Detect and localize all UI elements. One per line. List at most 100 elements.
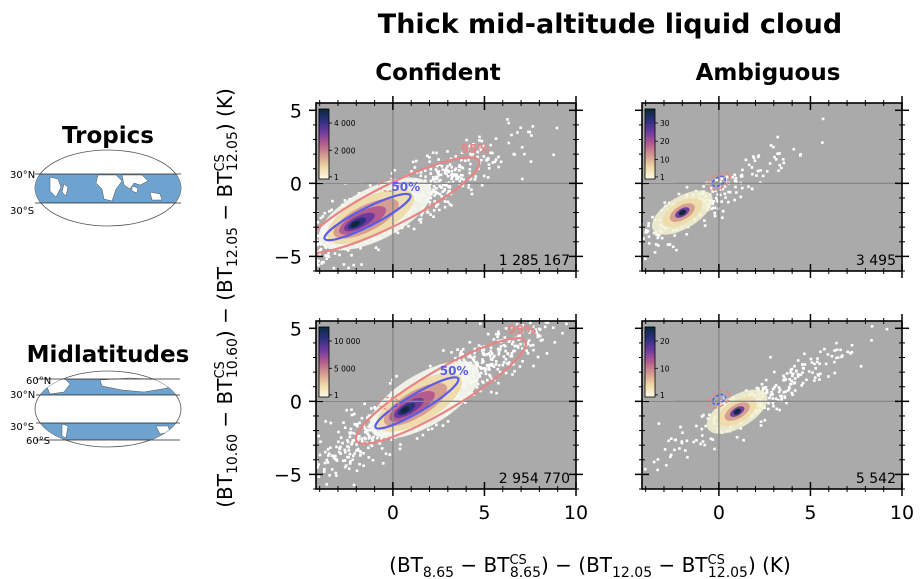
outlier-point [279, 282, 282, 285]
outlier-point [841, 354, 844, 357]
outlier-point [499, 345, 503, 348]
outlier-point [504, 327, 508, 330]
outlier-point [701, 434, 704, 437]
outlier-point [885, 327, 889, 331]
outlier-point [332, 266, 336, 270]
outlier-point [295, 279, 298, 282]
outlier-point [182, 308, 185, 311]
outlier-point [337, 430, 340, 434]
outlier-point [485, 378, 489, 382]
outlier-point [270, 288, 273, 291]
outlier-point [273, 277, 276, 280]
outlier-point [485, 364, 489, 367]
outlier-point [355, 424, 359, 428]
panel-3: 0 5 10 5 542 20 10 1 [635, 314, 914, 524]
outlier-point [466, 145, 469, 149]
outlier-point [367, 425, 370, 429]
outlier-point [792, 147, 796, 151]
outlier-point [755, 386, 759, 390]
contour-95 [354, 337, 527, 445]
outlier-point [819, 350, 822, 353]
outlier-point [480, 361, 484, 364]
outlier-point [263, 301, 266, 304]
outlier-point [686, 455, 689, 459]
outlier-point [518, 365, 522, 368]
outlier-point [667, 439, 670, 443]
outlier-point [367, 456, 371, 459]
outlier-point [478, 375, 482, 378]
outlier-point [258, 255, 261, 258]
outlier-point [663, 448, 667, 451]
outlier-point [341, 441, 344, 445]
outlier-point [352, 431, 355, 435]
colorbar-tick-label: 2 000 [334, 146, 356, 155]
outlier-point [772, 404, 775, 408]
outlier-point [352, 483, 356, 487]
outlier-point [536, 335, 540, 339]
outlier-point [774, 158, 778, 161]
outlier-point [430, 427, 434, 431]
outlier-point [507, 141, 511, 145]
outlier-point [595, 282, 598, 285]
outlier-point [531, 343, 535, 347]
outlier-point [813, 362, 816, 366]
contour-95-dashed [707, 172, 731, 191]
outlier-point [282, 288, 285, 291]
outlier-point [473, 355, 476, 359]
outlier-point [319, 249, 322, 252]
outlier-point [530, 301, 533, 304]
outlier-point [497, 165, 500, 169]
outlier-point [655, 233, 658, 236]
outlier-point [362, 464, 365, 467]
outlier-point [502, 355, 506, 358]
tropics-map: 30°N 30°S [10, 149, 182, 227]
outlier-point [780, 397, 783, 401]
outlier-point [489, 143, 492, 147]
outlier-point [565, 322, 568, 326]
outlier-point [328, 474, 331, 477]
outlier-point [457, 165, 461, 168]
outlier-point [651, 215, 654, 219]
outlier-point [791, 374, 794, 378]
outlier-point [840, 355, 843, 359]
outlier-point [523, 152, 526, 156]
outlier-point [290, 501, 293, 504]
outlier-point [297, 444, 300, 447]
outlier-point [789, 371, 792, 374]
outlier-point [334, 471, 338, 475]
outlier-point [773, 370, 776, 374]
outlier-point [445, 167, 448, 170]
outlier-point [442, 189, 446, 193]
outlier-point [528, 130, 532, 134]
outlier-point [359, 247, 362, 250]
outlier-point [198, 317, 201, 320]
density-level [678, 209, 686, 216]
outlier-point [741, 168, 744, 172]
outlier-point [435, 423, 438, 427]
outlier-point [816, 373, 820, 376]
outlier-point [719, 180, 722, 184]
outlier-point [364, 430, 367, 434]
outlier-point [601, 248, 604, 251]
outlier-point [647, 224, 650, 228]
outlier-point [429, 213, 432, 216]
outlier-point [833, 360, 836, 364]
outlier-point [432, 215, 435, 218]
outlier-point [673, 234, 676, 237]
outlier-point [477, 344, 481, 347]
outlier-point [498, 370, 502, 374]
outlier-point [433, 200, 436, 203]
sample-count: 3 495 [856, 253, 896, 269]
outlier-point [349, 427, 353, 431]
outlier-point [764, 378, 768, 382]
outlier-point [631, 229, 634, 232]
outlier-point [306, 254, 309, 257]
outlier-point [342, 263, 346, 266]
outlier-point [536, 355, 540, 359]
outlier-point [642, 237, 645, 240]
outlier-point [460, 158, 463, 162]
outlier-point [431, 176, 435, 179]
outlier-point [768, 396, 771, 400]
outlier-point [517, 338, 521, 341]
outlier-point [496, 368, 500, 371]
